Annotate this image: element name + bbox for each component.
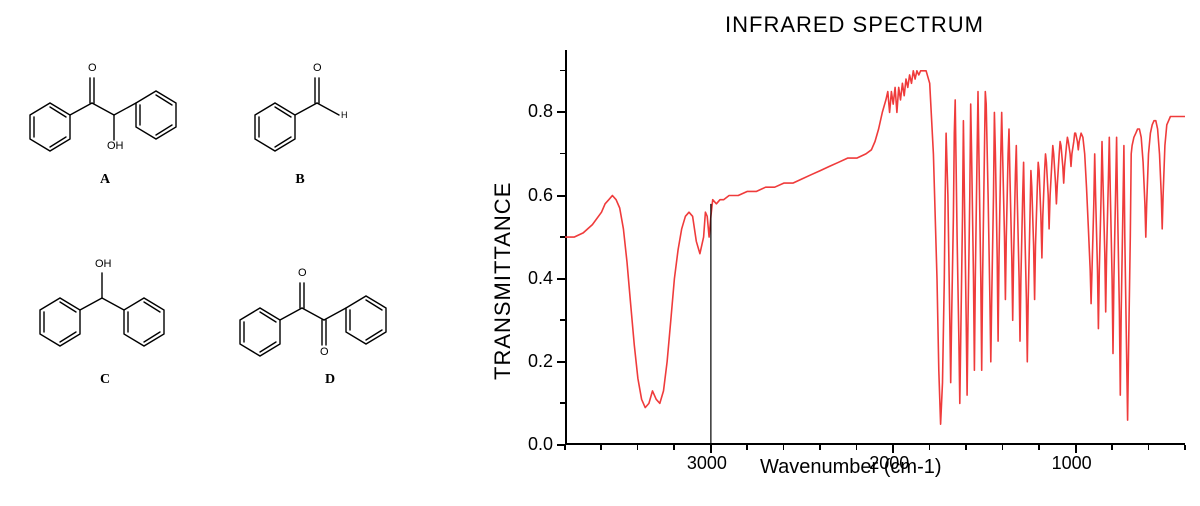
chart-xlabel: Wavenumber (cm-1) <box>760 456 942 479</box>
xtick-minor <box>1148 445 1150 450</box>
ytick-minor <box>560 70 565 72</box>
atom-d-o2: O <box>320 346 329 358</box>
xtick-label: 1000 <box>1052 453 1092 474</box>
xtick <box>710 445 712 453</box>
structure-label-b: B <box>290 172 310 188</box>
ytick-label: 0.0 <box>528 434 553 455</box>
xtick-minor <box>1111 445 1113 450</box>
atom-b-o: O <box>313 62 322 74</box>
spectrum-chart: INFRARED SPECTRUM TRANSMITTANCE Wavenumb… <box>470 0 1200 501</box>
ytick-label: 0.4 <box>528 268 553 289</box>
ytick <box>557 361 565 363</box>
xtick-minor <box>965 445 967 450</box>
ytick-label: 0.6 <box>528 185 553 206</box>
structures-panel: O OH O H OH O O A B C D <box>0 0 470 501</box>
spectrum-line <box>565 50 1189 447</box>
ytick <box>557 278 565 280</box>
xtick-minor <box>856 445 858 450</box>
ytick-minor <box>560 153 565 155</box>
xtick-minor <box>783 445 785 450</box>
xtick-minor <box>746 445 748 450</box>
ytick <box>557 111 565 113</box>
structures-svg <box>0 0 470 501</box>
plot-area <box>565 50 1185 445</box>
xtick-label: 3000 <box>687 453 727 474</box>
atom-a-oh: OH <box>107 140 124 152</box>
ytick-label: 0.2 <box>528 351 553 372</box>
ytick-label: 0.8 <box>528 101 553 122</box>
structure-label-c: C <box>95 372 115 388</box>
ytick-minor <box>560 319 565 321</box>
atom-d-o1: O <box>298 267 307 279</box>
atom-c-oh: OH <box>95 258 112 270</box>
page-root: O OH O H OH O O A B C D INFRARED SPECTRU… <box>0 0 1200 501</box>
xtick-minor <box>673 445 675 450</box>
atom-a-o: O <box>88 62 97 74</box>
xtick-minor <box>1002 445 1004 450</box>
xtick-minor <box>637 445 639 450</box>
ytick-minor <box>560 402 565 404</box>
atom-b-h: H <box>341 110 348 120</box>
xtick-minor <box>819 445 821 450</box>
xtick-minor <box>600 445 602 450</box>
xtick-minor <box>564 445 566 450</box>
xtick-minor <box>1038 445 1040 450</box>
ytick <box>557 195 565 197</box>
structure-label-a: A <box>95 172 115 188</box>
xtick-minor <box>929 445 931 450</box>
xtick-minor <box>1184 445 1186 450</box>
xtick <box>892 445 894 453</box>
xtick-label: 2000 <box>869 453 909 474</box>
chart-ylabel: TRANSMITTANCE <box>490 182 516 380</box>
chart-title: INFRARED SPECTRUM <box>725 12 984 38</box>
ytick-minor <box>560 236 565 238</box>
xtick <box>1075 445 1077 453</box>
structure-label-d: D <box>320 372 340 388</box>
